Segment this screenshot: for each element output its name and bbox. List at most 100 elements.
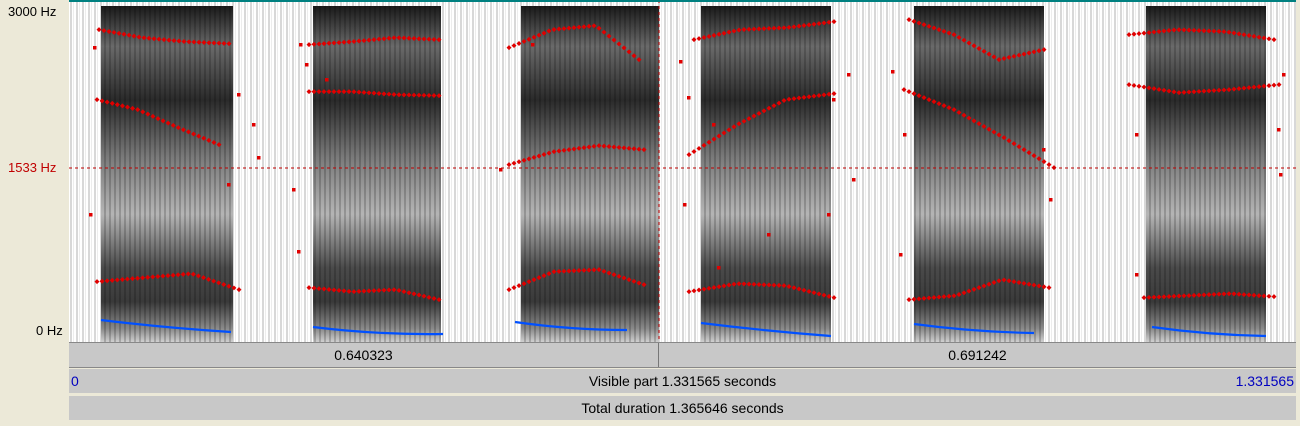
formant-point [621, 45, 627, 51]
voiced-segment-striations [313, 6, 441, 342]
formant-point [816, 291, 822, 297]
formant-point [1011, 279, 1017, 285]
formant-point [556, 26, 562, 32]
formant-point [536, 32, 542, 38]
visible-part-label: Visible part 1.331565 seconds [588, 373, 777, 389]
formant-point [1266, 293, 1272, 299]
spectrogram-svg[interactable] [69, 0, 1296, 342]
formant-point [391, 92, 397, 98]
formant-point [971, 118, 977, 124]
formant-point [986, 126, 992, 132]
formant-point [321, 89, 327, 95]
formant-point [426, 36, 432, 42]
formant-point [536, 275, 542, 281]
pitch-tracks [100, 318, 1267, 338]
formant-point [631, 278, 637, 284]
formant-point [1146, 294, 1152, 300]
formant-point [786, 96, 792, 102]
formant-point [966, 288, 972, 294]
formant-point [916, 93, 922, 99]
formant-point [331, 89, 337, 95]
formant-point [786, 283, 792, 289]
formant-point [1156, 86, 1162, 92]
formant-point [791, 24, 797, 30]
formant-point [1206, 88, 1212, 94]
formant-point [1191, 27, 1197, 33]
formant-point [781, 283, 787, 289]
formant-point [1246, 292, 1252, 298]
total-duration-bar[interactable]: Total duration 1.365646 seconds [69, 396, 1296, 420]
formant-point [1241, 32, 1247, 38]
formant-outlier-point [1049, 198, 1053, 202]
pitch-contour [1151, 325, 1267, 338]
formant-point [406, 35, 412, 41]
formant-point [1186, 89, 1192, 95]
formant-point [751, 26, 757, 32]
formant-point [416, 292, 422, 298]
spectrogram-panel[interactable] [69, 0, 1296, 342]
formant-point [341, 288, 347, 294]
formant-point [1041, 159, 1047, 165]
formant-point [1271, 82, 1277, 88]
formant-point [916, 296, 922, 302]
formant-point [601, 268, 607, 274]
formant-point [311, 89, 317, 95]
formant-point [1236, 31, 1242, 37]
formant-point [941, 103, 947, 109]
formant-point [576, 24, 582, 30]
formant-point [746, 116, 752, 122]
formant-point [816, 21, 822, 27]
formant-point [145, 111, 151, 117]
formant-point [811, 93, 817, 99]
formant-point [1246, 85, 1252, 91]
formant-point [596, 25, 602, 31]
formant-point [831, 19, 837, 25]
formant-point [1131, 82, 1137, 88]
formant-point [376, 91, 382, 96]
formant-point [721, 130, 727, 136]
formant-point [1201, 88, 1207, 94]
formant-point [1016, 144, 1022, 150]
formant-point [211, 140, 217, 145]
formant-point [961, 112, 967, 118]
formant-point [701, 142, 707, 148]
formant-point [521, 38, 527, 44]
formant-point [556, 148, 562, 154]
formant-point [596, 143, 602, 149]
cursor-freq-label: 1533 Hz [8, 160, 57, 175]
formant-point [1261, 293, 1267, 299]
formant-point [341, 39, 347, 45]
cursor-time-bar[interactable]: 0.640323 0.691242 [69, 342, 1296, 368]
formant-point [541, 152, 547, 158]
formant-point [611, 272, 617, 278]
formant-point [331, 40, 337, 46]
formant-point [1211, 28, 1217, 34]
formant-point [1246, 33, 1252, 38]
formant-point [1016, 52, 1022, 58]
formant-point [326, 287, 332, 292]
formant-point [531, 34, 537, 40]
right-interval[interactable]: 0.691242 [659, 343, 1296, 367]
formant-point [621, 145, 627, 151]
formant-point [316, 286, 322, 292]
formant-point [551, 269, 557, 275]
visible-part-bar[interactable]: 0 Visible part 1.331565 seconds 1.331565 [69, 369, 1296, 393]
formant-point [781, 25, 787, 31]
formant-point [731, 28, 737, 34]
formant-point [1196, 88, 1202, 94]
formant-point [121, 31, 127, 37]
formant-point [801, 23, 807, 28]
formant-point [101, 28, 107, 34]
formant-point [1026, 281, 1032, 287]
formant-point [956, 292, 962, 297]
formant-point [1166, 28, 1172, 33]
formant-point [326, 89, 332, 95]
formant-point [566, 147, 572, 153]
formant-point [546, 150, 552, 156]
formant-point [1006, 278, 1012, 284]
formant-point [366, 288, 372, 294]
formant-point [766, 105, 772, 111]
formant-outlier-point [1135, 273, 1139, 277]
left-interval[interactable]: 0.640323 [69, 343, 658, 367]
formant-point [160, 118, 166, 124]
